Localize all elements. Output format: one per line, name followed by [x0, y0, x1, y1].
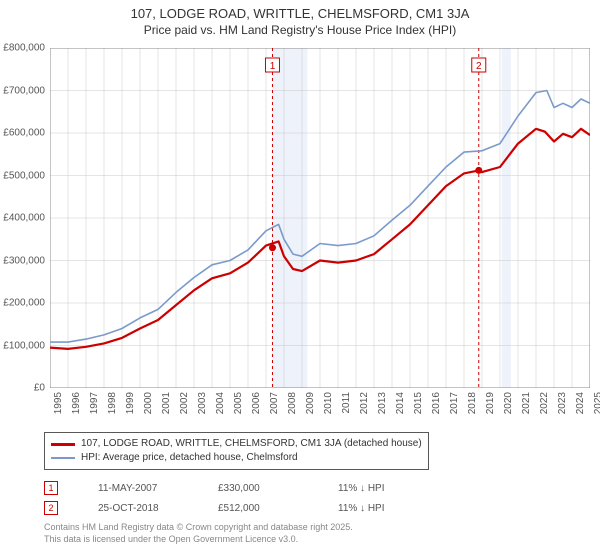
y-axis-label: £200,000 [0, 298, 45, 309]
x-axis-label: 2023 [557, 392, 568, 414]
chart-svg: 12 [50, 48, 590, 388]
legend-label: HPI: Average price, detached house, Chel… [81, 451, 298, 465]
x-axis-label: 2017 [449, 392, 460, 414]
y-axis-label: £100,000 [0, 340, 45, 351]
x-axis-label: 2021 [521, 392, 532, 414]
x-axis-label: 1998 [107, 392, 118, 414]
legend-row: 107, LODGE ROAD, WRITTLE, CHELMSFORD, CM… [51, 437, 422, 451]
legend-swatch [51, 443, 75, 446]
x-axis-label: 2012 [359, 392, 370, 414]
x-axis-label: 2000 [143, 392, 154, 414]
x-axis-label: 2010 [323, 392, 334, 414]
x-axis-label: 2011 [341, 392, 352, 414]
legend: 107, LODGE ROAD, WRITTLE, CHELMSFORD, CM… [44, 432, 429, 470]
x-axis-label: 2009 [305, 392, 316, 414]
x-axis-label: 2008 [287, 392, 298, 414]
marker-badge: 1 [44, 481, 58, 495]
attribution: Contains HM Land Registry data © Crown c… [44, 522, 353, 545]
svg-text:1: 1 [270, 61, 276, 72]
marker-delta: 11% ↓ HPI [338, 483, 418, 494]
x-axis-label: 1999 [125, 392, 136, 414]
attribution-line: This data is licensed under the Open Gov… [44, 534, 353, 546]
marker-table: 1 11-MAY-2007 £330,000 11% ↓ HPI 2 25-OC… [44, 478, 418, 518]
x-axis-label: 2002 [179, 392, 190, 414]
marker-delta: 11% ↓ HPI [338, 503, 418, 514]
y-axis-label: £600,000 [0, 128, 45, 139]
y-axis-label: £500,000 [0, 170, 45, 181]
x-axis-label: 1996 [71, 392, 82, 414]
y-axis-label: £0 [0, 383, 45, 394]
y-axis-label: £300,000 [0, 255, 45, 266]
x-axis-label: 2019 [485, 392, 496, 414]
marker-badge: 2 [44, 501, 58, 515]
legend-row: HPI: Average price, detached house, Chel… [51, 451, 422, 465]
x-axis-label: 2022 [539, 392, 550, 414]
y-axis-label: £400,000 [0, 213, 45, 224]
x-axis-label: 2018 [467, 392, 478, 414]
x-axis-label: 2003 [197, 392, 208, 414]
chart-title: 107, LODGE ROAD, WRITTLE, CHELMSFORD, CM… [0, 0, 600, 23]
marker-date: 11-MAY-2007 [98, 483, 178, 494]
x-axis-label: 2024 [575, 392, 586, 414]
svg-text:2: 2 [476, 61, 482, 72]
marker-price: £330,000 [218, 483, 298, 494]
marker-row: 2 25-OCT-2018 £512,000 11% ↓ HPI [44, 498, 418, 518]
y-axis-label: £800,000 [0, 43, 45, 54]
chart-subtitle: Price paid vs. HM Land Registry's House … [0, 23, 600, 41]
x-axis-label: 2005 [233, 392, 244, 414]
x-axis-label: 2020 [503, 392, 514, 414]
marker-price: £512,000 [218, 503, 298, 514]
legend-label: 107, LODGE ROAD, WRITTLE, CHELMSFORD, CM… [81, 437, 422, 451]
y-axis-label: £700,000 [0, 85, 45, 96]
x-axis-label: 2001 [161, 392, 172, 414]
x-axis-label: 1997 [89, 392, 100, 414]
x-axis-label: 1995 [53, 392, 64, 414]
x-axis-label: 2013 [377, 392, 388, 414]
x-axis-label: 2016 [431, 392, 442, 414]
x-axis-label: 2015 [413, 392, 424, 414]
marker-row: 1 11-MAY-2007 £330,000 11% ↓ HPI [44, 478, 418, 498]
x-axis-label: 2007 [269, 392, 280, 414]
chart-area: 12 £0£100,000£200,000£300,000£400,000£50… [50, 48, 590, 388]
chart-container: 107, LODGE ROAD, WRITTLE, CHELMSFORD, CM… [0, 0, 600, 560]
x-axis-label: 2025 [593, 392, 600, 414]
x-axis-label: 2004 [215, 392, 226, 414]
x-axis-label: 2006 [251, 392, 262, 414]
attribution-line: Contains HM Land Registry data © Crown c… [44, 522, 353, 534]
legend-swatch [51, 457, 75, 460]
x-axis-label: 2014 [395, 392, 406, 414]
marker-date: 25-OCT-2018 [98, 503, 178, 514]
